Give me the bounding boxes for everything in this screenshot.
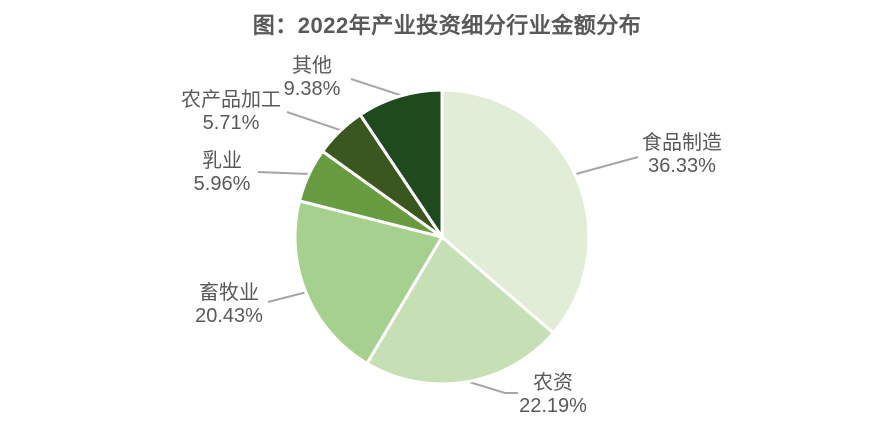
leader-line-农产品加工 xyxy=(286,111,344,132)
pie-slice-其他 xyxy=(358,88,444,239)
leader-line-畜牧业 xyxy=(267,291,308,303)
pie-slice-农资 xyxy=(365,235,555,386)
pie-label-name: 农资 xyxy=(533,372,573,394)
pie-label-食品制造: 食品制造 36.33% xyxy=(612,132,752,178)
pie-label-percent: 22.19% xyxy=(519,395,587,417)
pie-label-畜牧业: 畜牧业 20.43% xyxy=(159,282,299,328)
leader-lines xyxy=(257,78,639,394)
pie-label-name: 乳业 xyxy=(202,150,242,172)
pie-label-percent: 5.71% xyxy=(202,112,260,134)
leader-line-乳业 xyxy=(257,171,310,175)
pie-label-percent: 36.33% xyxy=(648,155,716,177)
pie-label-name: 食品制造 xyxy=(642,132,722,154)
pie-label-乳业: 乳业 5.96% xyxy=(152,150,292,196)
pie-label-农产品加工: 农产品加工 5.71% xyxy=(146,89,316,135)
leader-line-食品制造 xyxy=(575,156,639,175)
pie-label-name: 农产品加工 xyxy=(181,89,281,111)
pie-slice-食品制造 xyxy=(440,88,591,335)
pie-label-name: 其他 xyxy=(292,55,332,77)
pie-label-percent: 9.38% xyxy=(283,78,341,100)
pie-label-percent: 20.43% xyxy=(195,305,263,327)
pie-label-percent: 5.96% xyxy=(193,173,251,195)
pie-slices xyxy=(293,88,591,386)
pie-label-name: 畜牧业 xyxy=(199,282,259,304)
leader-line-农资 xyxy=(465,380,518,394)
pie-slice-畜牧业 xyxy=(293,199,444,365)
pie-label-其他: 其他 9.38% xyxy=(242,55,382,101)
leader-line-其他 xyxy=(350,78,404,97)
pie-label-农资: 农资 22.19% xyxy=(483,372,623,418)
chart-title: 图：2022年产业投资细分行业金额分布 xyxy=(252,13,642,38)
